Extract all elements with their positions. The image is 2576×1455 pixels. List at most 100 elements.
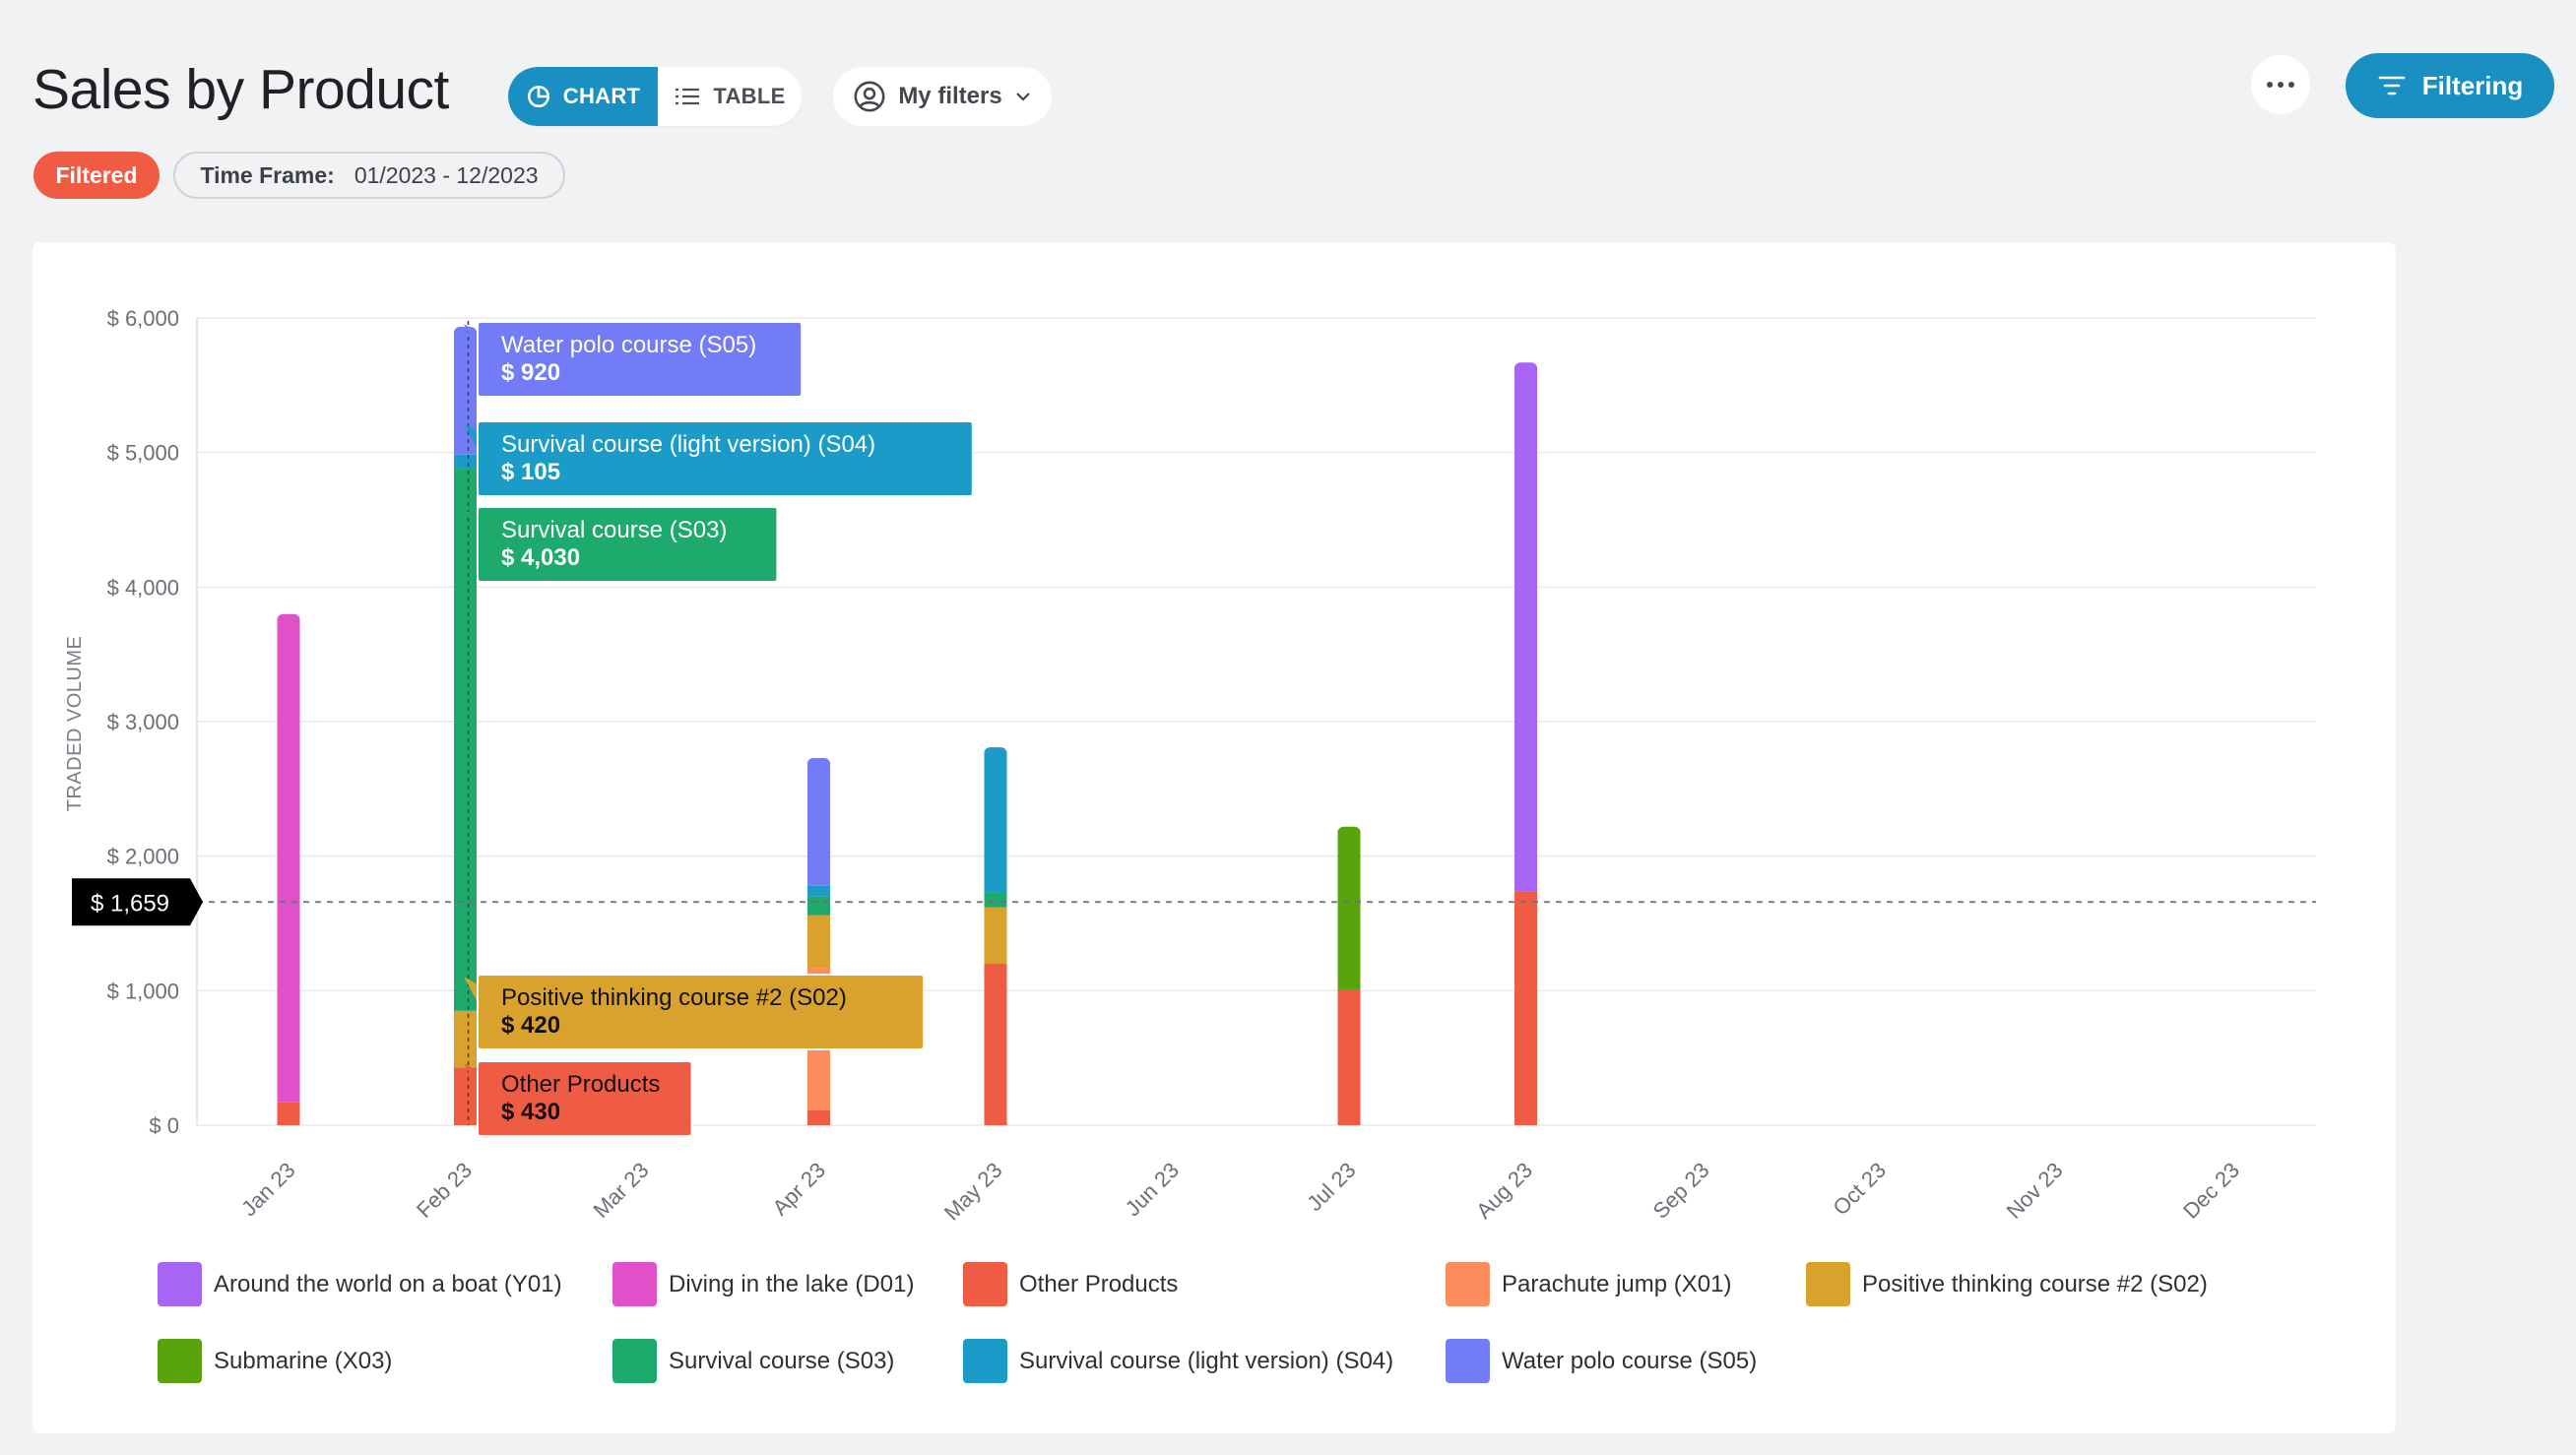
legend-label: Parachute jump (X01) [1502, 1270, 1732, 1297]
average-label: $ 1,659 [91, 890, 169, 917]
legend-label: Survival course (light version) (S04) [1019, 1347, 1394, 1374]
legend-swatch [1446, 1262, 1490, 1306]
bar-segment[interactable] [807, 1109, 830, 1125]
legend-swatch [963, 1262, 1007, 1306]
bar-segment[interactable] [807, 762, 830, 886]
x-tick-label: Nov 23 [2002, 1158, 2068, 1224]
tooltip-box [477, 974, 926, 1050]
tooltip-box [477, 1060, 693, 1137]
tooltip-series-label: Water polo course (S05) [501, 332, 756, 358]
filtered-badge[interactable]: Filtered [33, 152, 160, 199]
my-filters-dropdown[interactable]: My filters [833, 67, 1052, 126]
tooltip-value: $ 105 [501, 459, 560, 485]
legend-swatch [1446, 1339, 1490, 1383]
bar-segment[interactable] [454, 469, 477, 1011]
tooltip: Other Products$ 430 [464, 1060, 693, 1137]
more-options-button[interactable] [2251, 55, 2310, 114]
tooltip: Water polo course (S05)$ 920 [464, 321, 804, 398]
tooltip-value: $ 920 [501, 359, 560, 386]
bar-segment[interactable] [807, 896, 830, 916]
x-tick-label: Apr 23 [768, 1158, 831, 1221]
bar-segment[interactable] [984, 892, 1007, 908]
y-tick-label: $ 1,000 [107, 979, 179, 1003]
legend-swatch [158, 1262, 202, 1306]
bar-segment[interactable] [454, 330, 477, 455]
bar-segment[interactable] [1514, 366, 1537, 892]
bar-segment[interactable] [807, 915, 830, 969]
legend-item[interactable]: Water polo course (S05) [1446, 1339, 1757, 1383]
bar-segment[interactable] [454, 454, 477, 470]
timeframe-chip[interactable]: Time Frame: 01/2023 - 12/2023 [173, 152, 565, 199]
bar-segment[interactable] [807, 885, 830, 897]
pie-chart-icon [527, 85, 549, 108]
chart-view-button[interactable]: CHART [508, 67, 658, 126]
legend-item[interactable]: Survival course (S03) [612, 1339, 894, 1383]
legend-item[interactable]: Positive thinking course #2 (S02) [1806, 1262, 2208, 1306]
y-tick-label: $ 0 [149, 1113, 179, 1138]
bar-segment[interactable] [984, 964, 1007, 1125]
tooltip-series-label: Other Products [501, 1071, 660, 1098]
filtering-button[interactable]: Filtering [2346, 53, 2554, 118]
y-tick-label: $ 5,000 [107, 441, 179, 466]
x-tick-label: Oct 23 [1829, 1158, 1892, 1221]
average-label-box [72, 878, 203, 926]
chevron-down-icon [1015, 93, 1030, 101]
y-tick-label: $ 6,000 [107, 306, 179, 331]
bar-cap [1514, 362, 1537, 375]
y-tick-label: $ 2,000 [107, 845, 179, 869]
bar-cap [807, 758, 830, 770]
bar-segment[interactable] [277, 1102, 300, 1125]
legend-label: Diving in the lake (D01) [669, 1270, 915, 1297]
legend-item[interactable]: Submarine (X03) [158, 1339, 392, 1383]
x-tick-label: Jan 23 [236, 1158, 299, 1221]
legend-label: Water polo course (S05) [1502, 1347, 1758, 1374]
legend-item[interactable]: Around the world on a boat (Y01) [158, 1262, 562, 1306]
tooltip-value: $ 430 [501, 1099, 560, 1125]
bar-segment[interactable] [277, 617, 300, 1103]
legend-swatch [612, 1339, 657, 1383]
legend-label: Submarine (X03) [214, 1347, 393, 1374]
table-view-label: TABLE [713, 84, 786, 108]
y-axis-title: TRADED VOLUME [64, 636, 86, 812]
tooltip-series-label: Survival course (light version) (S04) [501, 431, 875, 458]
my-filters-label: My filters [898, 83, 1002, 109]
tooltip-box [477, 506, 779, 583]
user-circle-icon [854, 81, 885, 112]
bar-cap [984, 747, 1007, 760]
tooltip: Survival course (S03)$ 4,030 [464, 506, 779, 583]
legend-item[interactable]: Diving in the lake (D01) [612, 1262, 914, 1306]
table-view-button[interactable]: TABLE [658, 67, 802, 126]
legend-swatch [612, 1262, 657, 1306]
tooltip-pointer [464, 324, 478, 349]
tooltip: Survival course (light version) (S04)$ 1… [464, 420, 974, 497]
bar-segment[interactable] [454, 1010, 477, 1068]
x-tick-label: Jun 23 [1121, 1158, 1184, 1221]
legend-item[interactable]: Other Products [963, 1262, 1178, 1306]
page-title: Sales by Product [32, 58, 449, 121]
bar-segment[interactable] [984, 751, 1007, 893]
tooltip-pointer [464, 1063, 478, 1089]
bar-segment[interactable] [1337, 988, 1361, 1125]
legend-label: Positive thinking course #2 (S02) [1862, 1270, 2208, 1297]
legend-item[interactable]: Parachute jump (X01) [1446, 1262, 1731, 1306]
timeframe-value: 01/2023 - 12/2023 [354, 161, 539, 188]
x-tick-label: Feb 23 [412, 1158, 477, 1223]
legend-label: Around the world on a boat (Y01) [214, 1270, 562, 1297]
bar-segment[interactable] [454, 1067, 477, 1125]
y-tick-label: $ 3,000 [107, 710, 179, 734]
bar-cap [277, 613, 300, 626]
legend-swatch [1806, 1262, 1850, 1306]
x-tick-label: Sep 23 [1648, 1158, 1714, 1224]
timeframe-label: Time Frame: [200, 161, 335, 188]
filtering-label: Filtering [2421, 70, 2524, 100]
bar-segment[interactable] [1337, 830, 1361, 989]
tooltip-box [477, 420, 974, 497]
tooltip-pointer [464, 509, 478, 535]
x-tick-label: Aug 23 [1471, 1158, 1537, 1224]
legend-item[interactable]: Survival course (light version) (S04) [963, 1339, 1393, 1383]
x-tick-label: May 23 [939, 1158, 1007, 1226]
bar-segment[interactable] [1514, 891, 1537, 1125]
list-icon [676, 88, 700, 105]
bar-segment[interactable] [984, 907, 1007, 964]
